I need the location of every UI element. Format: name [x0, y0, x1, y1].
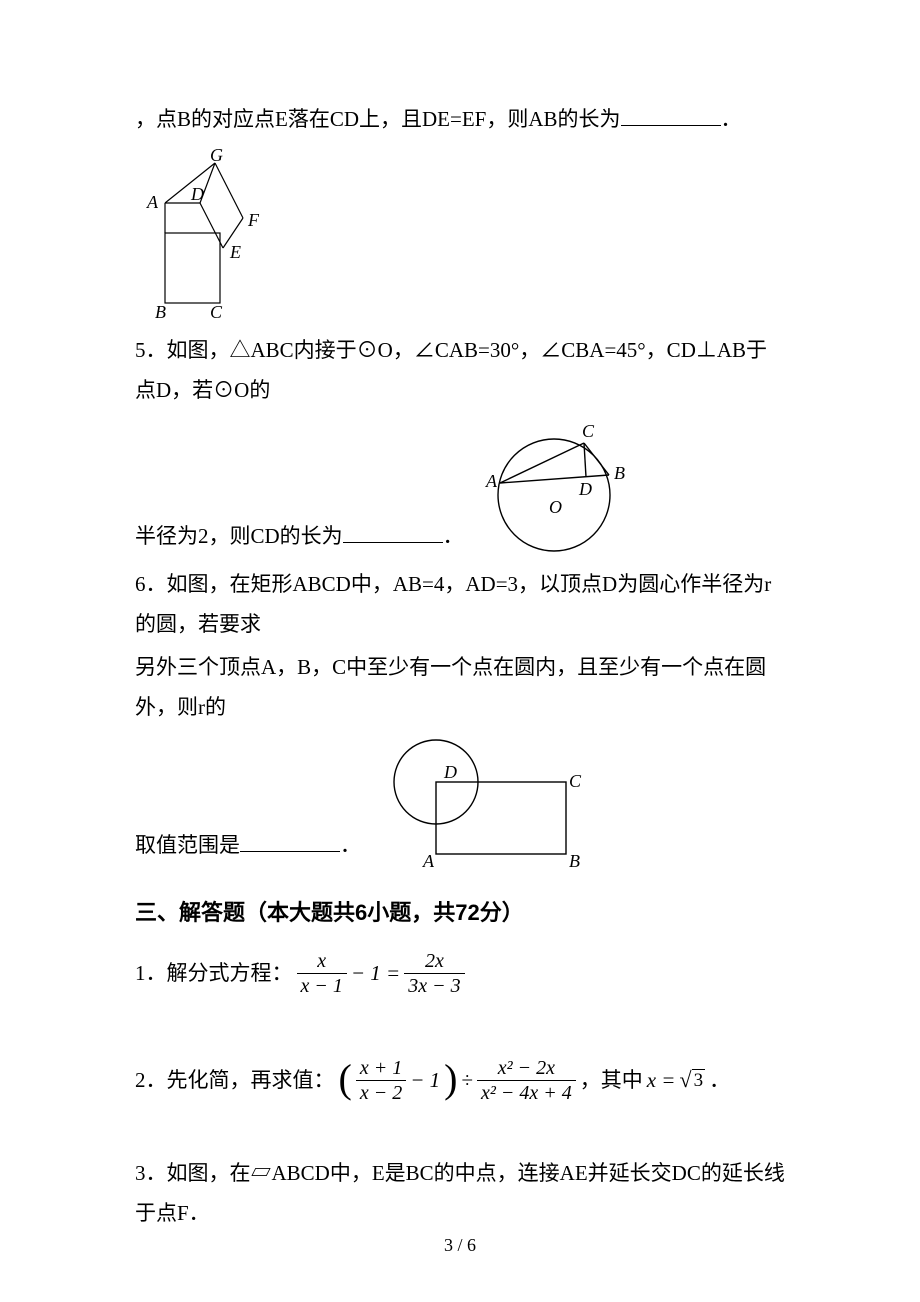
q5-label-O: O [549, 497, 562, 517]
p3-row: 3．如图，在▱ABCD中，E是BC的中点，连接AE并延长交DC的延长线于点F． [135, 1154, 785, 1234]
p1-frac1-num: x [313, 950, 330, 972]
p1-frac2-den: 3x − 3 [404, 975, 464, 997]
p2-row: 2．先化简，再求值： ( x + 1 x − 2 − 1 ) ÷ x² − 2x… [135, 1057, 785, 1104]
q4-period: ． [721, 107, 742, 131]
p1-frac1-den: x − 1 [297, 975, 347, 997]
p2-fracA-den: x − 2 [356, 1082, 406, 1104]
q4-label-G: G [210, 148, 223, 165]
q5-bottom-text: 半径为2，则CD的长为 [135, 524, 343, 548]
p2-rootv: 3 [692, 1069, 706, 1093]
q6-period: ． [340, 833, 361, 857]
p1-frac2: 2x 3x − 3 [404, 950, 464, 997]
section3-heading: 三、解答题（本大题共6小题，共72分） [135, 892, 785, 934]
q6-bottom-text: 取值范围是 [135, 833, 240, 857]
q6-line2: 另外三个顶点A，B，C中至少有一个点在圆内，且至少有一个点在圆外，则r的 [135, 648, 785, 728]
p2-fracA: x + 1 x − 2 [356, 1057, 406, 1104]
p2-lparen: ( [339, 1063, 352, 1095]
p2-div: ÷ [461, 1061, 473, 1101]
q4-label-F: F [247, 210, 260, 230]
q4-label-C: C [210, 302, 223, 322]
q5-period: ． [443, 524, 464, 548]
q6-blank [240, 831, 340, 852]
q4-figure: G A D F E B C [135, 148, 275, 323]
q6-line1: 6．如图，在矩形ABCD中，AB=4，AD=3，以顶点D为圆心作半径为r的圆，若… [135, 565, 785, 645]
p1-label: 1．解分式方程： [135, 954, 293, 994]
q5-label-B: B [614, 463, 625, 483]
p2-fracB-bar [477, 1080, 576, 1081]
q4-blank [621, 105, 721, 126]
q5-blank [343, 522, 443, 543]
q6-label-C: C [569, 771, 582, 791]
p1-frac1-bar [297, 973, 347, 974]
page-footer: 3 / 6 [0, 1228, 920, 1262]
p2-xeq: x = [647, 1061, 676, 1101]
p2-mid: − 1 [410, 1061, 440, 1101]
q6-row: 取值范围是 ． D C A B [135, 732, 785, 872]
q6-figure: D C A B [381, 732, 596, 872]
p2-fracA-bar [356, 1080, 406, 1081]
p2-fracB-den: x² − 4x + 4 [477, 1082, 576, 1104]
p3-text: 3．如图，在▱ABCD中，E是BC的中点，连接AE并延长交DC的延长线于点F． [135, 1161, 785, 1225]
p1-frac2-bar [404, 973, 464, 974]
sqrt-icon: √ [679, 1069, 691, 1091]
p2-fracB: x² − 2x x² − 4x + 4 [477, 1057, 576, 1104]
p1-minus1: − 1 = [351, 954, 400, 994]
p1-frac1: x x − 1 [297, 950, 347, 997]
p2-fracB-num: x² − 2x [494, 1057, 559, 1079]
q5-label-D: D [578, 479, 592, 499]
p2-label: 2．先化简，再求值： [135, 1061, 335, 1101]
q4-label-E: E [229, 242, 241, 262]
q5-prefix: 5．如图，△ABC内接于⊙O，∠CAB=30°，∠CBA=45°，CD⊥AB于点… [135, 338, 767, 402]
q4-label-B: B [155, 302, 166, 322]
p2-sqrt: √ 3 [679, 1069, 705, 1093]
q4-label-D: D [190, 184, 204, 204]
q6-l1: 6．如图，在矩形ABCD中，AB=4，AD=3，以顶点D为圆心作半径为r的圆，若… [135, 572, 771, 636]
p1-row: 1．解分式方程： x x − 1 − 1 = 2x 3x − 3 [135, 950, 785, 997]
p1-frac2-num: 2x [421, 950, 448, 972]
p2-tail1: ，其中 [580, 1061, 643, 1101]
p2-fracA-num: x + 1 [356, 1057, 406, 1079]
q6-label-B: B [569, 851, 580, 871]
q5-label-A: A [485, 471, 498, 491]
q5-label-C: C [582, 421, 595, 441]
q4-text: ，点B的对应点E落在CD上，且DE=EF，则AB的长为 [135, 107, 621, 131]
q5-figure: A B C D O [464, 415, 639, 565]
p2-rparen: ) [444, 1063, 457, 1095]
q4-figure-row: G A D F E B C [135, 148, 785, 323]
q6-label-D: D [443, 762, 457, 782]
q6-l2: 另外三个顶点A，B，C中至少有一个点在圆内，且至少有一个点在圆外，则r的 [135, 655, 766, 719]
p2-tail2: ． [709, 1061, 730, 1101]
q6-label-A: A [422, 851, 435, 871]
q5-line1: 5．如图，△ABC内接于⊙O，∠CAB=30°，∠CBA=45°，CD⊥AB于点… [135, 331, 785, 411]
q4-label-A: A [146, 192, 159, 212]
q4-line: ，点B的对应点E落在CD上，且DE=EF，则AB的长为 ． [135, 100, 785, 140]
q5-row: 半径为2，则CD的长为 ． A B C D O [135, 415, 785, 565]
